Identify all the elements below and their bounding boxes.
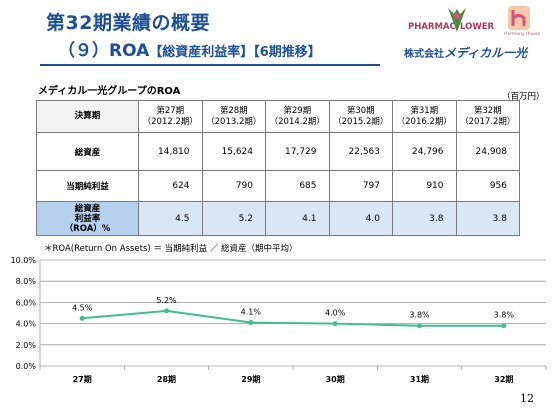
period-label: 第32期 [473, 105, 502, 116]
y-tick-label: 4.0% [16, 320, 37, 329]
table-cell: 624 [138, 170, 203, 202]
x-tick-label: 30期 [326, 374, 345, 384]
roa-line-chart: 0.0% 2.0% 4.0% 6.0% 8.0% 10.0% 27期 28期 29期 30期 31期… [11, 256, 547, 384]
harmony-house-logo-icon [508, 6, 530, 30]
period-cell: 第29期 （2014.2期） [265, 100, 330, 133]
x-tick-label: 29期 [241, 374, 260, 384]
period-label: 第31期 [410, 105, 439, 116]
page-title: 第32期業績の概要 [46, 12, 210, 34]
flower-logo-icon [448, 8, 466, 32]
period-cell: 第30期 （2015.2期） [328, 100, 393, 133]
page-subtitle: （９）ROA【総資産利益率】【6期推移】 [58, 36, 321, 61]
table-cell: 910 [392, 170, 457, 202]
page-number: 12 [520, 392, 534, 405]
period-sub: （2017.2期） [460, 116, 516, 127]
y-tick-label: 0.0% [16, 362, 37, 371]
x-tick-label: 27期 [73, 374, 92, 384]
table-cell: 790 [201, 170, 266, 202]
table-cell: 4.0 [328, 201, 393, 236]
table-cell: 797 [328, 170, 393, 202]
row-label: 当期純利益 [36, 170, 139, 202]
period-cell: 第28期 （2013.2期） [201, 100, 266, 133]
data-label: 3.8% [494, 311, 515, 320]
data-point [332, 321, 338, 327]
period-cell: 第31期 （2016.2期） [392, 100, 457, 133]
data-label: 4.0% [325, 309, 346, 318]
table-title: メディカル一光グループのROA [38, 86, 181, 97]
table-cell: 4.1 [265, 201, 330, 236]
table-cell: 14,810 [138, 132, 203, 171]
data-point [79, 315, 85, 321]
data-label: 5.2% [156, 296, 177, 305]
financial-table: 決算期 第27期 （2012.2期） 第28期 （2013.2期） 第29期 （201… [36, 100, 520, 236]
period-label: 第30期 [346, 105, 375, 116]
period-sub: （2015.2期） [333, 116, 389, 127]
row-label-line: 総資産 [74, 203, 101, 214]
period-sub: （2016.2期） [396, 116, 452, 127]
y-tick-label: 8.0% [16, 277, 37, 286]
data-point [164, 308, 169, 314]
table-cell: 685 [265, 170, 330, 202]
table-cell: 24,796 [392, 132, 457, 171]
data-point [248, 320, 254, 326]
table-cell: 956 [455, 170, 520, 202]
period-label: 第28期 [219, 105, 248, 116]
table-row-roa: 総資産 利益率 （ROA）% 4.5 5.2 4.1 4.0 3.8 3.8 [36, 201, 520, 236]
table-cell: 17,729 [265, 132, 330, 171]
title-underline [40, 64, 380, 66]
period-sub: （2012.2期） [142, 116, 198, 127]
company-name: メディカル一光 [444, 46, 528, 60]
logo-harmony-text: Harmony House [504, 32, 541, 37]
period-cell: 第27期 （2012.2期） [138, 100, 203, 133]
x-tick-label: 28期 [157, 374, 176, 384]
period-label: 第29期 [283, 105, 312, 116]
table-cell: 3.8 [392, 201, 457, 236]
table-row-net-income: 当期純利益 624 790 685 797 910 956 [36, 170, 520, 202]
company-prefix: 株式会社 [404, 49, 444, 60]
table-cell: 4.5 [138, 201, 203, 236]
table-cell: 22,563 [328, 132, 393, 171]
x-tick-label: 32期 [494, 374, 513, 384]
y-tick-label: 2.0% [16, 341, 37, 350]
y-tick-label: 10.0% [11, 256, 37, 265]
table-cell: 5.2 [201, 201, 266, 236]
period-sub: （2014.2期） [269, 116, 325, 127]
logo-pharmac-text: PHARMAC [408, 22, 456, 32]
row-label: 総資産 [36, 132, 139, 171]
table-row-total-assets: 総資産 14,810 15,624 17,729 22,563 24,796 2… [36, 132, 520, 171]
subtitle-main: （９）ROA [58, 41, 150, 61]
data-label: 3.8% [409, 311, 430, 320]
roa-definition-note: ＊ROA(Return On Assets) ＝ 当期純利益 ／ 総資産（期中平… [44, 244, 298, 254]
y-tick-label: 6.0% [16, 298, 37, 307]
series-line [82, 309, 504, 327]
x-tick-label: 31期 [410, 374, 429, 384]
unit-label: （百万円） [502, 92, 545, 102]
data-label: 4.5% [72, 303, 93, 312]
logo-lower-text: LOWER [460, 22, 495, 32]
table-header-row: 決算期 第27期 （2012.2期） 第28期 （2013.2期） 第29期 （201… [36, 100, 520, 133]
table-cell: 15,624 [201, 132, 266, 171]
period-sub: （2013.2期） [206, 116, 262, 127]
table-cell: 24,908 [455, 132, 520, 171]
row-label-line: 利益率 [74, 213, 101, 224]
subtitle-sub: 【総資産利益率】【6期推移】 [149, 45, 321, 60]
data-point [501, 323, 507, 329]
data-label: 4.1% [241, 308, 262, 317]
row-label-line: （ROA）% [64, 223, 111, 234]
header-label: 決算期 [36, 100, 139, 133]
data-point [417, 323, 422, 329]
table-cell: 3.8 [455, 201, 520, 236]
period-label: 第27期 [156, 105, 185, 116]
period-cell: 第32期 （2017.2期） [455, 100, 520, 133]
row-label: 総資産 利益率 （ROA）% [36, 201, 139, 236]
company-logo: 株式会社メディカル一光 [404, 44, 527, 61]
